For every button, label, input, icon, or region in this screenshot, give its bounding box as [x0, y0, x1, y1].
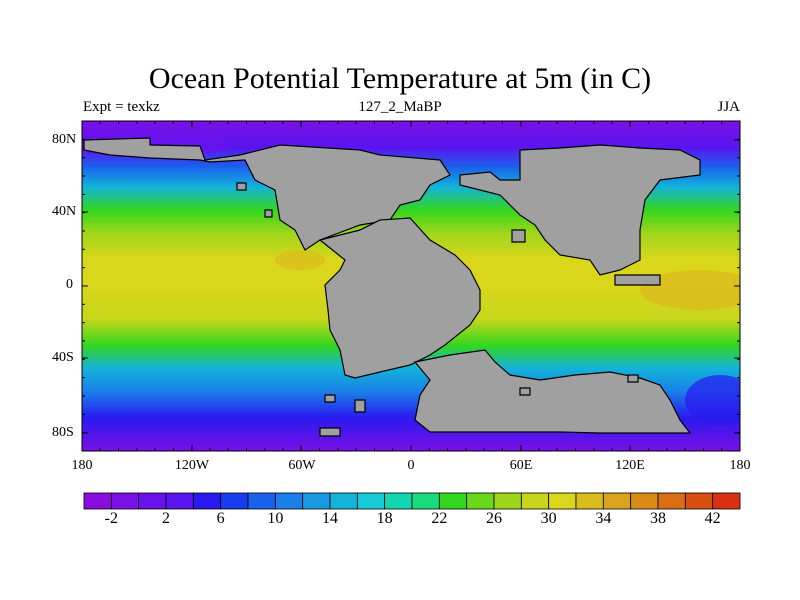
colorbar-swatch — [247, 492, 276, 510]
warm-patch-east-pacific — [640, 270, 740, 310]
colorbar-swatch — [712, 492, 741, 510]
warm-patch-north-pacific — [275, 250, 325, 270]
x-tick-120w: 120W — [174, 458, 210, 473]
colorbar-swatch — [493, 492, 522, 510]
colorbar-swatch — [438, 492, 468, 510]
colorbar-label: 18 — [376, 510, 393, 527]
colorbar-swatch — [575, 492, 604, 510]
colorbar-swatch — [466, 492, 495, 510]
colorbar-swatch — [274, 492, 304, 510]
landmass-africa — [318, 217, 481, 379]
colorbar-swatch — [220, 492, 249, 510]
island-3 — [324, 394, 336, 403]
colorbar-label: 22 — [431, 510, 448, 527]
island-2 — [264, 209, 273, 218]
island-8 — [614, 274, 661, 286]
colorbar-swatch — [302, 492, 331, 510]
colorbar-label: 14 — [322, 510, 338, 527]
colorbar-label: 6 — [216, 510, 225, 527]
island-4 — [319, 427, 341, 437]
colorbar-swatch — [684, 492, 714, 510]
colorbar-swatch — [411, 492, 440, 510]
map-title: Ocean Potential Temperature at 5m (in C) — [148, 62, 652, 95]
colorbar-swatch — [520, 492, 550, 510]
time-label: 127_2_MaBP — [358, 99, 442, 115]
colorbar-label: -2 — [104, 510, 118, 527]
x-tick-180e: 180 — [729, 458, 751, 473]
y-tick-40n: 40N — [52, 204, 77, 219]
colorbar-label: 42 — [704, 510, 721, 527]
colorbar-swatch — [356, 492, 386, 510]
season-label: JJA — [717, 99, 740, 115]
island-6 — [627, 374, 639, 383]
y-tick-40s: 40S — [52, 350, 74, 365]
colorbar-swatch — [602, 492, 632, 510]
colorbar-label: 10 — [267, 510, 284, 527]
colorbar-swatch — [630, 492, 659, 510]
colorbar-label: 34 — [595, 510, 612, 527]
x-tick-120e: 120E — [615, 458, 645, 473]
colorbar-swatch — [83, 492, 112, 510]
colorbar-swatch — [165, 492, 194, 510]
island-1 — [236, 182, 247, 191]
landmass-asia — [459, 144, 701, 276]
colorbar-label: 38 — [650, 510, 666, 527]
x-tick-60e: 60E — [509, 458, 533, 473]
colorbar-swatch — [110, 492, 140, 510]
colorbar-label: 2 — [162, 510, 170, 527]
x-tick-60w: 60W — [288, 458, 316, 473]
colorbar-swatch — [192, 492, 222, 510]
x-tick-180w: 180 — [71, 458, 93, 473]
experiment-label: Expt = texkz — [83, 99, 160, 115]
colorbar-swatch — [138, 492, 167, 510]
x-tick-0: 0 — [407, 458, 415, 473]
island-7 — [511, 229, 526, 243]
y-tick-0: 0 — [66, 277, 73, 292]
colorbar-swatch — [329, 492, 358, 510]
cool-patch-southeast — [685, 375, 740, 425]
y-tick-80n: 80N — [52, 132, 77, 147]
colorbar-label: 26 — [486, 510, 502, 527]
colorbar-swatch — [657, 492, 686, 510]
island-5 — [354, 399, 366, 413]
island-9 — [519, 387, 531, 396]
colorbar-swatch — [384, 492, 413, 510]
landmass-antarctica — [413, 349, 692, 434]
colorbar-label: 30 — [540, 510, 557, 527]
y-tick-80s: 80S — [52, 425, 74, 440]
colorbar-swatch — [548, 492, 577, 510]
